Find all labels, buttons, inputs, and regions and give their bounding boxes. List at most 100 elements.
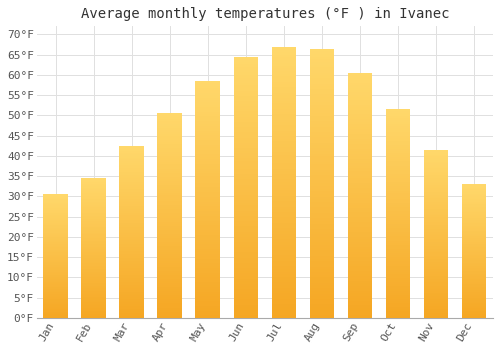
Bar [462, 255, 486, 256]
Bar [82, 232, 106, 234]
Bar [234, 156, 258, 159]
Bar [196, 197, 220, 199]
Bar [234, 177, 258, 179]
Bar [462, 202, 486, 203]
Bar [120, 206, 144, 208]
Bar [234, 218, 258, 221]
Bar [386, 145, 410, 147]
Bar [120, 233, 144, 235]
Bar [120, 230, 144, 232]
Bar [272, 250, 296, 253]
Bar [158, 271, 182, 273]
Bar [348, 73, 372, 75]
Bar [310, 186, 334, 189]
Bar [462, 230, 486, 231]
Bar [462, 194, 486, 195]
Bar [310, 310, 334, 312]
Bar [44, 265, 68, 266]
Bar [424, 245, 448, 247]
Bar [82, 213, 106, 215]
Bar [158, 257, 182, 258]
Bar [120, 197, 144, 199]
Bar [272, 264, 296, 266]
Bar [82, 189, 106, 191]
Bar [386, 176, 410, 178]
Bar [234, 166, 258, 169]
Bar [82, 230, 106, 231]
Bar [120, 232, 144, 233]
Bar [44, 239, 68, 240]
Bar [386, 274, 410, 276]
Bar [158, 154, 182, 156]
Bar [44, 202, 68, 203]
Bar [462, 308, 486, 310]
Bar [386, 234, 410, 237]
Bar [196, 266, 220, 268]
Bar [120, 147, 144, 149]
Bar [348, 122, 372, 124]
Bar [348, 203, 372, 205]
Bar [158, 236, 182, 238]
Bar [310, 304, 334, 307]
Bar [196, 223, 220, 225]
Bar [234, 135, 258, 138]
Bar [424, 225, 448, 227]
Bar [310, 164, 334, 167]
Bar [348, 288, 372, 291]
Bar [234, 57, 258, 59]
Bar [158, 181, 182, 183]
Bar [462, 192, 486, 194]
Bar [120, 292, 144, 294]
Bar [82, 253, 106, 255]
Bar [386, 147, 410, 149]
Bar [310, 251, 334, 253]
Bar [158, 130, 182, 132]
Bar [158, 209, 182, 211]
Bar [82, 223, 106, 224]
Bar [158, 177, 182, 179]
Bar [386, 216, 410, 218]
Bar [272, 277, 296, 280]
Bar [196, 107, 220, 109]
Bar [272, 104, 296, 106]
Bar [234, 93, 258, 96]
Bar [82, 239, 106, 241]
Bar [424, 175, 448, 177]
Bar [272, 47, 296, 49]
Bar [424, 271, 448, 272]
Bar [272, 220, 296, 223]
Bar [462, 274, 486, 275]
Bar [234, 258, 258, 260]
Bar [462, 250, 486, 251]
Bar [310, 286, 334, 288]
Bar [310, 218, 334, 221]
Bar [462, 219, 486, 220]
Bar [158, 244, 182, 246]
Bar [196, 303, 220, 306]
Bar [272, 52, 296, 55]
Bar [462, 228, 486, 230]
Bar [272, 293, 296, 296]
Bar [158, 254, 182, 257]
Bar [82, 234, 106, 235]
Bar [348, 249, 372, 252]
Bar [424, 177, 448, 178]
Bar [234, 91, 258, 93]
Bar [424, 168, 448, 170]
Bar [310, 288, 334, 291]
Bar [196, 171, 220, 173]
Bar [462, 279, 486, 280]
Bar [386, 124, 410, 126]
Bar [120, 201, 144, 202]
Bar [234, 305, 258, 307]
Bar [196, 83, 220, 86]
Bar [196, 278, 220, 280]
Bar [310, 65, 334, 68]
Bar [158, 285, 182, 287]
Bar [234, 307, 258, 310]
Bar [310, 253, 334, 256]
Bar [462, 247, 486, 248]
Bar [234, 281, 258, 284]
Bar [158, 113, 182, 116]
Bar [272, 225, 296, 228]
